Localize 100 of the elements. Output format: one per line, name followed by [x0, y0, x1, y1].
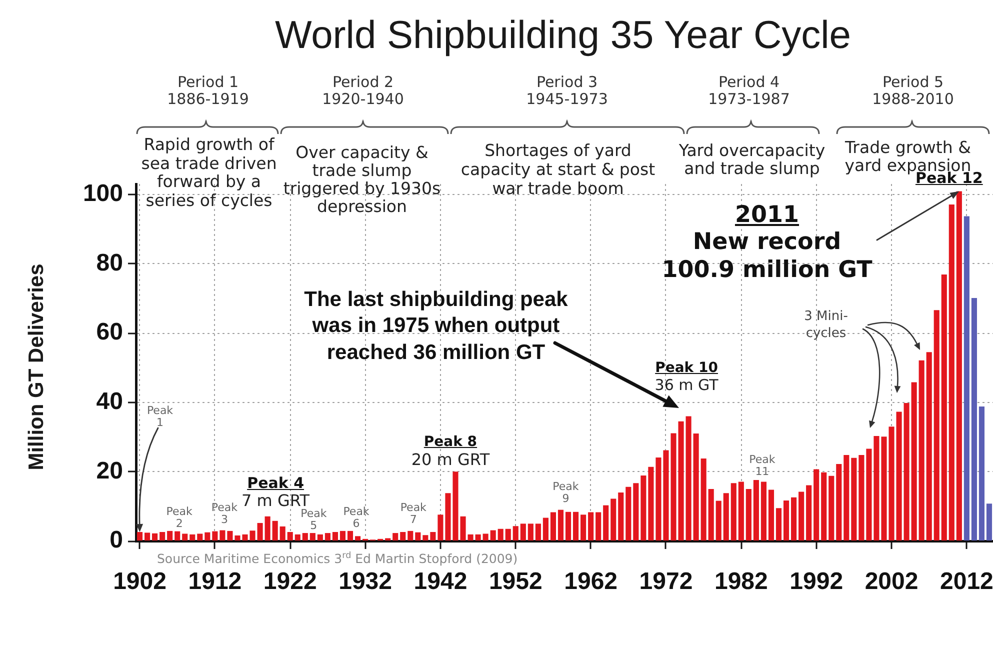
bar: [971, 298, 977, 540]
bar: [693, 434, 699, 540]
annotation: Peak 9: [552, 480, 579, 506]
x-tick-label: 1912: [188, 568, 242, 596]
bar: [964, 216, 970, 540]
y-tick-label: 40: [96, 388, 123, 415]
bar: [182, 534, 188, 540]
x-tick-label: 1942: [414, 568, 468, 596]
y-tick-label: 80: [96, 249, 123, 276]
annotation: Peak 10 36 m GT: [654, 360, 718, 394]
source-note: Source Maritime Economics 3$^{rd}$ Ed Martin Stopford (2009): [157, 550, 518, 566]
bar: [212, 531, 218, 540]
bar: [317, 534, 323, 540]
bar: [190, 534, 196, 540]
text: Yard overcapacity and trade slump: [678, 141, 826, 178]
bar: [565, 512, 572, 540]
bar: [310, 533, 316, 540]
bar: [610, 498, 616, 540]
x-tick-label: 1982: [714, 568, 768, 596]
bar: [776, 508, 782, 540]
x-tick-label: 1972: [639, 568, 693, 596]
bar: [152, 533, 158, 540]
x-tick-label: 2002: [864, 568, 918, 596]
bar: [626, 486, 632, 540]
bar: [302, 533, 308, 540]
bar: [332, 532, 338, 540]
annotation: 2011 New record 100.9 million GT: [662, 202, 872, 283]
bar: [505, 528, 511, 540]
bar: [550, 512, 556, 540]
bar: [866, 448, 872, 540]
bar: [475, 534, 481, 540]
bar: [257, 522, 263, 540]
annotation: Peak 3: [211, 501, 238, 526]
bar: [174, 531, 180, 540]
bar: [918, 360, 924, 540]
annotation: The last shipbuilding peak was in 1975 when output reached 36 million GT: [304, 288, 568, 364]
x-tick-label: 1952: [488, 568, 542, 596]
bar: [941, 274, 947, 540]
bar: [730, 483, 736, 540]
bar: [821, 472, 827, 540]
annotation: Peak 8 20 m GRT: [411, 434, 490, 469]
bar: [783, 500, 790, 540]
bar: [798, 492, 804, 540]
bar: [347, 530, 354, 540]
bar: [806, 485, 812, 540]
x-tick-label: 1962: [564, 568, 618, 596]
bar: [340, 530, 346, 540]
bar: [686, 416, 692, 540]
bar: [354, 536, 361, 540]
x-tick-label: 1922: [263, 568, 317, 596]
bar: [422, 535, 428, 540]
bar: [791, 497, 797, 540]
bar: [197, 534, 203, 540]
bar: [438, 514, 444, 540]
x-tick-label: 1902: [113, 568, 166, 596]
bar: [588, 512, 594, 540]
annotation: Peak 1: [146, 404, 174, 429]
bar: [708, 489, 714, 540]
bar: [814, 469, 820, 540]
annotation: Over capacity & trade slump triggered by 1930s depression: [283, 143, 441, 216]
annotation: Peak 6: [343, 504, 370, 530]
y-tick-label: 0: [110, 526, 123, 554]
chart-title: World Shipbuilding 35 Year Cycle: [275, 14, 851, 57]
bar: [596, 512, 602, 540]
bar: [512, 526, 518, 540]
bar: [572, 512, 579, 540]
bar: [618, 492, 624, 540]
bar: [272, 520, 278, 540]
annotation: Rapid growth of sea trade driven forward by a series of cycles: [141, 135, 277, 210]
y-axis-title: Million GT Deliveries: [25, 264, 48, 470]
bar: [542, 518, 548, 540]
bar: [648, 466, 654, 540]
bar: [738, 482, 744, 540]
bar: [858, 455, 864, 540]
bar: [392, 533, 398, 540]
text: Period 1 1886-1919: [167, 72, 249, 108]
bar: [144, 532, 150, 540]
bar: [603, 505, 609, 540]
bar: [926, 352, 932, 540]
x-tick-label: 2012: [940, 568, 993, 596]
bar: [753, 480, 759, 540]
bar: [160, 532, 166, 540]
bar: [430, 532, 436, 540]
bar: [934, 310, 940, 540]
x-tick-label: 1992: [790, 568, 844, 596]
text: Period 4 1973-1987: [708, 72, 790, 108]
annotation: Peak 7: [400, 500, 426, 526]
bar: [520, 524, 526, 540]
bar: [324, 533, 330, 540]
bar: [264, 516, 270, 540]
bar: [580, 514, 586, 540]
bar: [978, 406, 985, 540]
bar: [640, 475, 646, 540]
bar: [911, 382, 917, 540]
bar: [760, 482, 766, 540]
annotation: Peak 2: [166, 505, 192, 530]
text: Period 3 1945-1973: [526, 72, 608, 108]
bar: [558, 510, 564, 540]
bar: [851, 458, 857, 540]
bar: [482, 534, 488, 540]
